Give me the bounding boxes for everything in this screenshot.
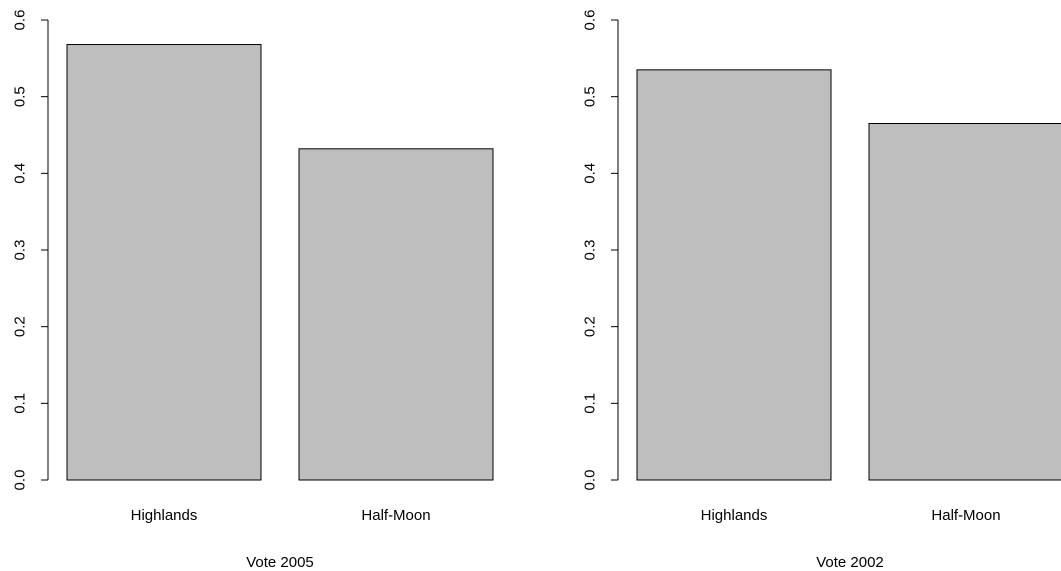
y-tick-label: 0.3 bbox=[582, 240, 599, 261]
category-label: Half-Moon bbox=[361, 507, 430, 524]
category-label: Highlands bbox=[701, 507, 768, 524]
chart-panel-vote-2005: 0.0 0.1 0.2 0.3 0.4 0.5 0.6 Highlands Half-Moon V… bbox=[12, 10, 494, 571]
category-label: Highlands bbox=[131, 507, 198, 524]
bar-highlands bbox=[636, 69, 832, 481]
y-tick-label: 0.0 bbox=[12, 470, 29, 491]
y-tick-label: 0.2 bbox=[582, 316, 599, 337]
y-tick-label: 0.2 bbox=[12, 316, 29, 337]
y-tick-label: 0.1 bbox=[582, 393, 599, 414]
y-tick-label: 0.1 bbox=[12, 393, 29, 414]
y-tick-label: 0.5 bbox=[582, 86, 599, 107]
y-tick-label: 0.4 bbox=[582, 163, 599, 184]
bar-half-moon bbox=[868, 123, 1061, 481]
x-axis-title: Vote 2002 bbox=[816, 554, 884, 571]
y-tick-label: 0.5 bbox=[12, 86, 29, 107]
y-tick-label: 0.4 bbox=[12, 163, 29, 184]
y-tick-label: 0.3 bbox=[12, 240, 29, 261]
bar-highlands bbox=[66, 44, 262, 481]
y-tick-label: 0.6 bbox=[582, 10, 599, 31]
chart-panel-vote-2002: 0.0 0.1 0.2 0.3 0.4 0.5 0.6 Highlands Half-Moon V… bbox=[582, 10, 1061, 571]
category-label: Half-Moon bbox=[931, 507, 1000, 524]
x-axis-title: Vote 2005 bbox=[246, 554, 314, 571]
bar-half-moon bbox=[298, 148, 494, 481]
y-tick-label: 0.0 bbox=[582, 470, 599, 491]
y-tick-label: 0.6 bbox=[12, 10, 29, 31]
